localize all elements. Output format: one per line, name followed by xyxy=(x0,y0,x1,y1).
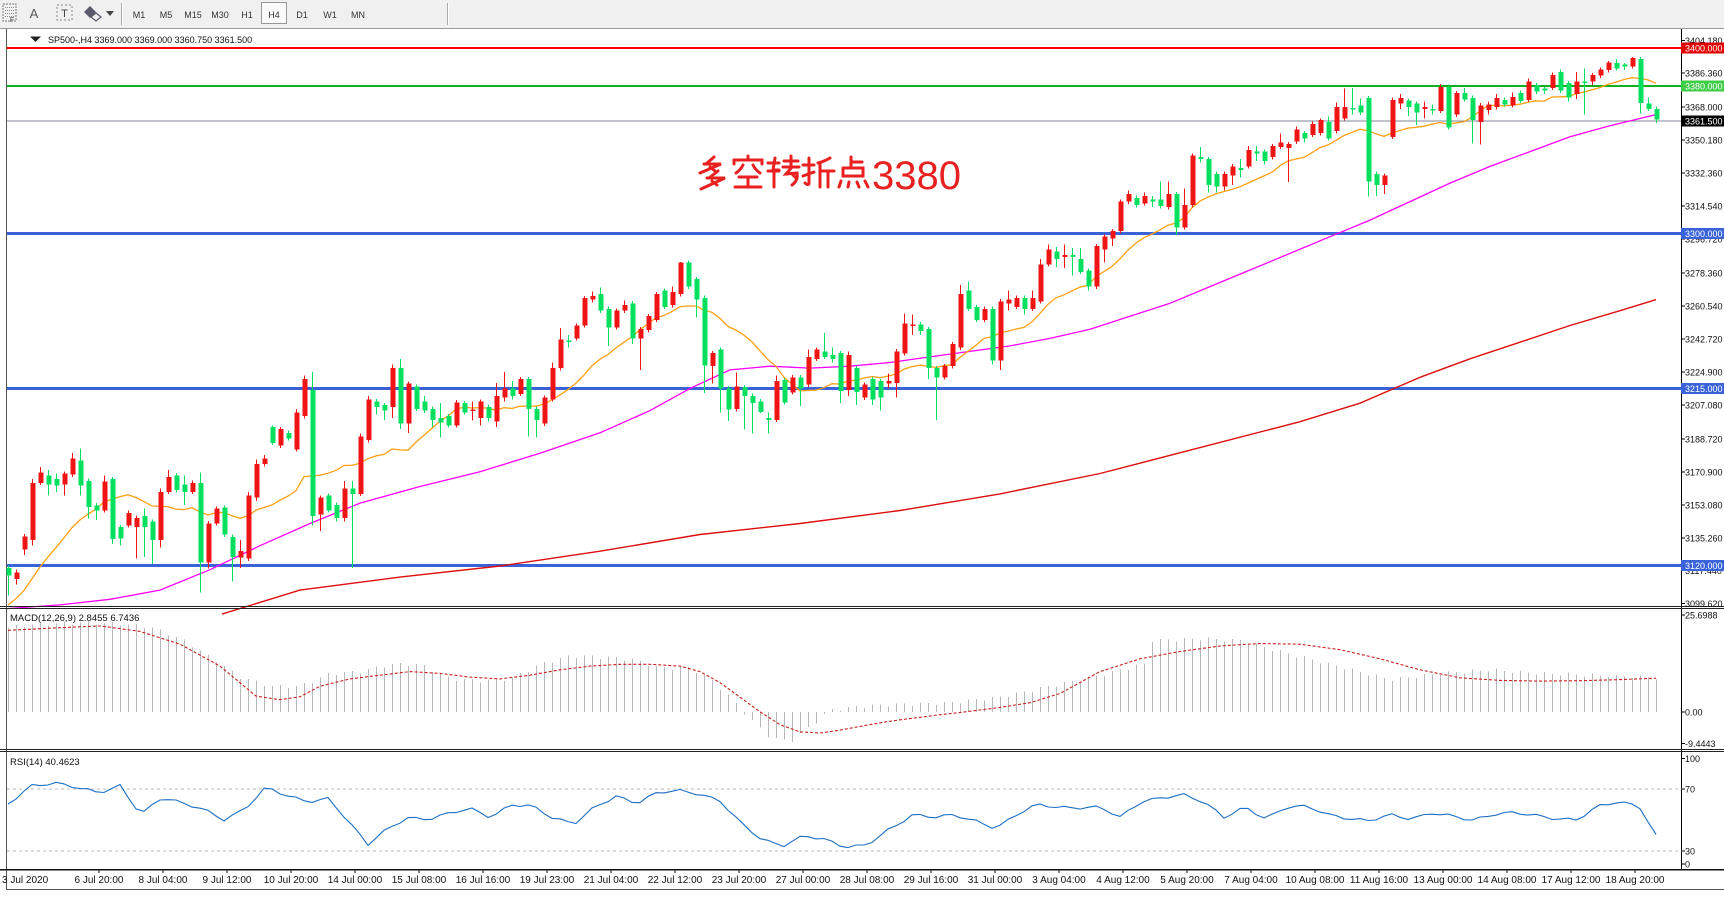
svg-text:14 Jul 00:00: 14 Jul 00:00 xyxy=(328,875,383,886)
svg-text:T: T xyxy=(61,8,68,20)
svg-text:3188.720: 3188.720 xyxy=(1685,434,1723,444)
svg-text:F: F xyxy=(10,17,14,24)
svg-text:10 Aug 08:00: 10 Aug 08:00 xyxy=(1286,875,1345,886)
svg-text:100: 100 xyxy=(1685,754,1700,764)
svg-text:27 Jul 00:00: 27 Jul 00:00 xyxy=(776,875,831,886)
svg-text:3260.540: 3260.540 xyxy=(1685,302,1723,312)
svg-text:29 Jul 16:00: 29 Jul 16:00 xyxy=(904,875,959,886)
svg-text:3207.080: 3207.080 xyxy=(1685,400,1723,410)
svg-text:D1: D1 xyxy=(296,10,308,20)
svg-text:MACD(12,26,9) 2.8455 6.7436: MACD(12,26,9) 2.8455 6.7436 xyxy=(10,613,139,624)
svg-text:M15: M15 xyxy=(184,10,202,20)
svg-text:25.6988: 25.6988 xyxy=(1685,611,1718,621)
svg-text:21 Jul 04:00: 21 Jul 04:00 xyxy=(584,875,639,886)
svg-text:10 Jul 20:00: 10 Jul 20:00 xyxy=(264,875,319,886)
svg-text:A: A xyxy=(30,6,39,21)
svg-text:3153.080: 3153.080 xyxy=(1685,500,1723,510)
svg-text:70: 70 xyxy=(1685,785,1695,795)
svg-text:3224.900: 3224.900 xyxy=(1685,367,1723,377)
svg-text:16 Jul 16:00: 16 Jul 16:00 xyxy=(456,875,511,886)
svg-text:3368.000: 3368.000 xyxy=(1685,103,1723,113)
svg-text:14 Aug 08:00: 14 Aug 08:00 xyxy=(1478,875,1537,886)
svg-text:3386.360: 3386.360 xyxy=(1685,69,1723,79)
svg-text:17 Aug 12:00: 17 Aug 12:00 xyxy=(1542,875,1601,886)
svg-text:3361.500: 3361.500 xyxy=(1685,117,1723,127)
svg-text:MN: MN xyxy=(351,10,365,20)
svg-text:3120.000: 3120.000 xyxy=(1685,561,1723,571)
svg-text:3380.000: 3380.000 xyxy=(1685,82,1723,92)
svg-text:3314.540: 3314.540 xyxy=(1685,202,1723,212)
svg-text:3170.900: 3170.900 xyxy=(1685,467,1723,477)
svg-text:23 Jul 20:00: 23 Jul 20:00 xyxy=(712,875,767,886)
svg-text:18 Aug 20:00: 18 Aug 20:00 xyxy=(1606,875,1665,886)
svg-text:RSI(14) 40.4623: RSI(14) 40.4623 xyxy=(10,757,80,768)
svg-text:3400.000: 3400.000 xyxy=(1685,44,1723,54)
svg-text:3099.620: 3099.620 xyxy=(1685,599,1723,609)
svg-text:9 Jul 12:00: 9 Jul 12:00 xyxy=(203,875,252,886)
svg-text:H4: H4 xyxy=(268,10,280,20)
svg-text:4 Aug 12:00: 4 Aug 12:00 xyxy=(1096,875,1150,886)
svg-text:M1: M1 xyxy=(133,10,146,20)
svg-text:W1: W1 xyxy=(323,10,337,20)
svg-text:0.00: 0.00 xyxy=(1685,707,1703,717)
svg-text:M30: M30 xyxy=(211,10,229,20)
svg-text:8 Jul 04:00: 8 Jul 04:00 xyxy=(139,875,188,886)
svg-text:11 Aug 16:00: 11 Aug 16:00 xyxy=(1350,875,1409,886)
svg-text:3117.440: 3117.440 xyxy=(1685,566,1722,576)
svg-text:3135.260: 3135.260 xyxy=(1685,533,1723,543)
svg-text:22 Jul 12:00: 22 Jul 12:00 xyxy=(648,875,703,886)
svg-text:-9.4443: -9.4443 xyxy=(1685,739,1716,749)
svg-text:6 Jul 20:00: 6 Jul 20:00 xyxy=(75,875,124,886)
svg-text:M5: M5 xyxy=(160,10,173,20)
svg-text:3296.720: 3296.720 xyxy=(1685,235,1723,245)
svg-text:3278.360: 3278.360 xyxy=(1685,269,1723,279)
svg-text:3300.000: 3300.000 xyxy=(1685,229,1723,239)
svg-text:19 Jul 23:00: 19 Jul 23:00 xyxy=(520,875,575,886)
svg-text:SP500-,H4 3369.000 3369.000 3: SP500-,H4 3369.000 3369.000 3360.750 336… xyxy=(48,35,252,45)
svg-text:3404.180: 3404.180 xyxy=(1685,36,1723,46)
svg-text:7 Aug 04:00: 7 Aug 04:00 xyxy=(1224,875,1278,886)
svg-text:3215.000: 3215.000 xyxy=(1685,384,1723,394)
svg-text:13 Aug 00:00: 13 Aug 00:00 xyxy=(1414,875,1473,886)
svg-text:3 Jul 2020: 3 Jul 2020 xyxy=(2,875,49,886)
svg-text:3380: 3380 xyxy=(872,154,961,198)
svg-text:H1: H1 xyxy=(241,10,253,20)
svg-text:30: 30 xyxy=(1685,847,1695,857)
svg-text:31 Jul 00:00: 31 Jul 00:00 xyxy=(968,875,1023,886)
svg-text:3332.360: 3332.360 xyxy=(1685,169,1723,179)
svg-text:0: 0 xyxy=(1685,860,1690,870)
svg-text:3350.180: 3350.180 xyxy=(1685,136,1723,146)
svg-text:5 Aug 20:00: 5 Aug 20:00 xyxy=(1160,875,1214,886)
svg-text:15 Jul 08:00: 15 Jul 08:00 xyxy=(392,875,447,886)
svg-text:3242.720: 3242.720 xyxy=(1685,335,1723,345)
svg-text:3 Aug 04:00: 3 Aug 04:00 xyxy=(1032,875,1086,886)
svg-text:28 Jul 08:00: 28 Jul 08:00 xyxy=(840,875,895,886)
